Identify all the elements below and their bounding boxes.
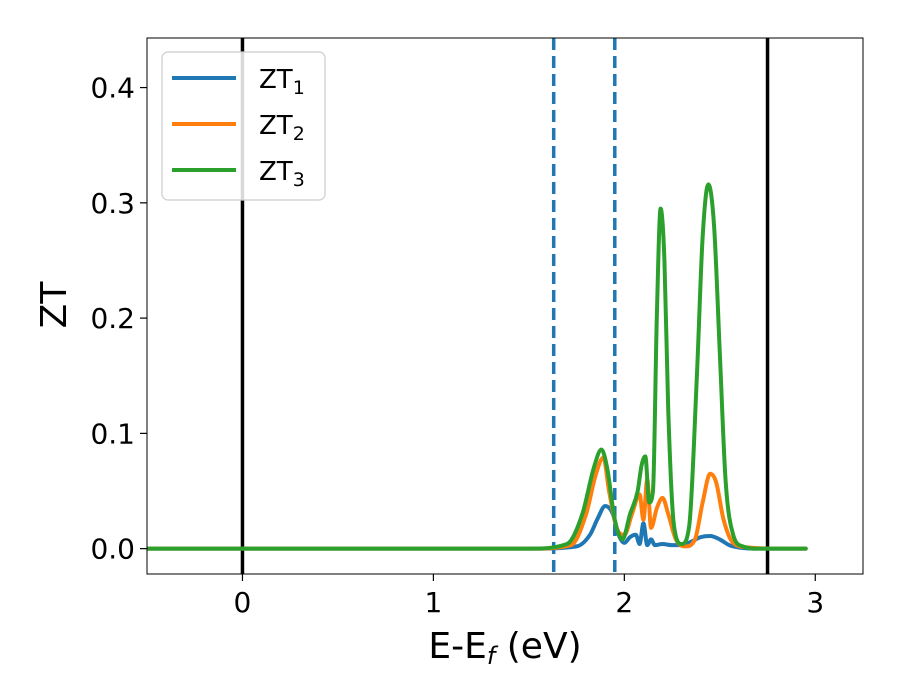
x-tick-label: 2 bbox=[615, 586, 633, 619]
x-tick-label: 3 bbox=[806, 586, 824, 619]
series-line-zt2 bbox=[147, 455, 808, 551]
legend-label-zt1: ZT1 bbox=[259, 65, 305, 99]
x-tick-label: 1 bbox=[424, 586, 442, 619]
axis-ticks: 0 1 2 3 0.0 0.1 0.2 0.3 0.4 bbox=[90, 72, 824, 619]
series-line-zt1 bbox=[147, 503, 808, 551]
x-axis-label: E-Ef (eV) bbox=[428, 626, 581, 670]
y-tick-label: 0.4 bbox=[90, 72, 135, 105]
y-axis-label: ZT bbox=[34, 281, 75, 329]
y-tick-label: 0.3 bbox=[90, 187, 135, 220]
plot-frame bbox=[146, 37, 864, 575]
plot-area bbox=[147, 38, 808, 574]
y-tick-label: 0.2 bbox=[90, 302, 135, 335]
y-tick-label: 0.0 bbox=[90, 533, 135, 566]
y-tick-label: 0.1 bbox=[90, 417, 135, 450]
legend-label-zt3: ZT3 bbox=[259, 157, 305, 191]
series-line-zt3 bbox=[147, 182, 808, 551]
x-tick-label: 0 bbox=[234, 586, 252, 619]
legend-label-zt2: ZT2 bbox=[259, 111, 305, 145]
legend: ZT1 ZT2 ZT3 bbox=[161, 51, 326, 201]
legend-box bbox=[161, 51, 326, 201]
